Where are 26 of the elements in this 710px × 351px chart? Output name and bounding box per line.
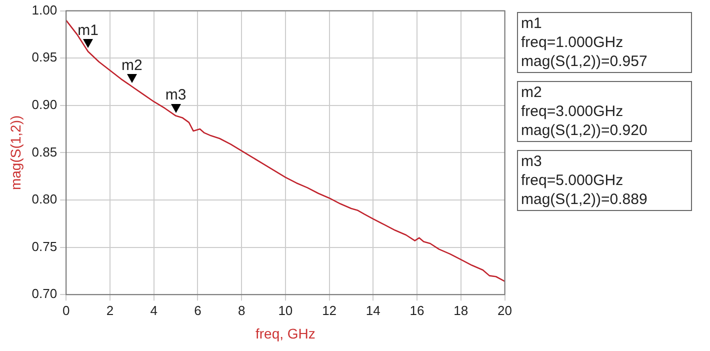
y-tick-label: 0.90 xyxy=(32,96,58,112)
y-tick-label: 0.95 xyxy=(32,50,58,65)
x-tick-label: 10 xyxy=(278,302,293,318)
annotation: m2 xyxy=(121,57,142,74)
x-tick-label: 16 xyxy=(410,302,424,318)
text: m1 freq=1.000GHz mag(S(1,2))=0.957 xyxy=(517,12,692,73)
x-axis-title: freq, GHz xyxy=(255,325,316,342)
text: m3 freq=5.000GHz mag(S(1,2))=0.889 xyxy=(517,150,692,211)
x-tick-label: 2 xyxy=(106,302,114,318)
y-tick-label: 1.00 xyxy=(32,2,58,18)
text: m2 freq=3.000GHz mag(S(1,2))=0.920 xyxy=(517,81,692,142)
x-tick-label: 6 xyxy=(194,302,202,318)
x-tick-label: 12 xyxy=(322,302,337,318)
x-tick-label: 18 xyxy=(454,302,468,318)
x-tick-label: 0 xyxy=(62,302,70,318)
y-tick-label: 0.75 xyxy=(32,238,58,254)
x-tick-label: 4 xyxy=(150,302,158,318)
y-tick-label: 0.85 xyxy=(32,144,58,160)
x-tick-label: 20 xyxy=(498,302,512,318)
y-tick-label: 0.80 xyxy=(32,192,58,207)
y-tick-label: 0.70 xyxy=(32,286,58,302)
annotation: m3 xyxy=(165,86,186,104)
annotation: m1 xyxy=(78,22,98,40)
x-tick-label: 8 xyxy=(238,302,246,318)
x-tick-label: 14 xyxy=(366,302,380,318)
y-axis-title: mag(S(1,2)) xyxy=(7,115,24,190)
